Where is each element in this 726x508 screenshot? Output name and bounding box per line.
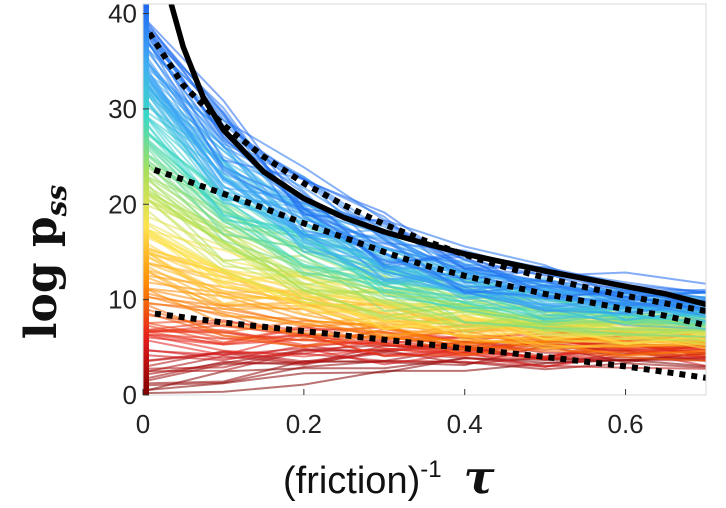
ensemble-line — [143, 302, 706, 355]
x-tick-label: 0.2 — [286, 409, 322, 439]
x-tick-label: 0.4 — [447, 409, 483, 439]
x-axis-label-superscript: -1 — [420, 456, 441, 483]
ensemble-line — [143, 45, 706, 315]
ensemble-line — [143, 333, 706, 360]
y-tick-label: 0 — [123, 380, 137, 410]
y-tick-label: 30 — [108, 94, 137, 124]
dotted-fit-curve-2 — [143, 163, 706, 329]
y-tick-label: 40 — [108, 0, 137, 29]
y-axis-label-subscript: ss — [40, 185, 73, 218]
ensemble-lines — [143, 15, 706, 395]
x-axis-label-main: (friction) — [283, 460, 420, 502]
y-axis-label: log pss — [16, 185, 73, 340]
plot-frame — [142, 3, 707, 396]
x-tick-label: 0 — [136, 409, 150, 439]
ensemble-line — [143, 347, 706, 369]
dotted-fit-curve-1 — [143, 21, 706, 315]
y-tick-label: 10 — [108, 285, 137, 315]
ensemble-line — [143, 302, 706, 362]
solid-fit-curve — [168, 4, 706, 308]
colorbar — [143, 4, 149, 395]
ensemble-line — [143, 157, 706, 332]
fit-curves — [143, 4, 706, 381]
dotted-fit-curve-3 — [143, 309, 706, 381]
y-axis-label-main: log p — [16, 216, 67, 339]
x-axis-label: (friction)-1 τ — [283, 450, 495, 504]
y-tick-label: 20 — [108, 189, 137, 219]
ensemble-line — [143, 232, 706, 346]
ensemble-line — [143, 286, 706, 357]
ensemble-line — [143, 20, 706, 307]
axes: 0 0.2 0.4 0.6 0 10 20 30 40 — [108, 0, 644, 439]
colorbar-gradient — [143, 4, 149, 395]
ensemble-line — [143, 21, 706, 302]
x-tick-label: 0.6 — [607, 409, 643, 439]
ensemble-line — [143, 32, 706, 309]
x-axis-label-symbol: τ — [464, 450, 495, 504]
